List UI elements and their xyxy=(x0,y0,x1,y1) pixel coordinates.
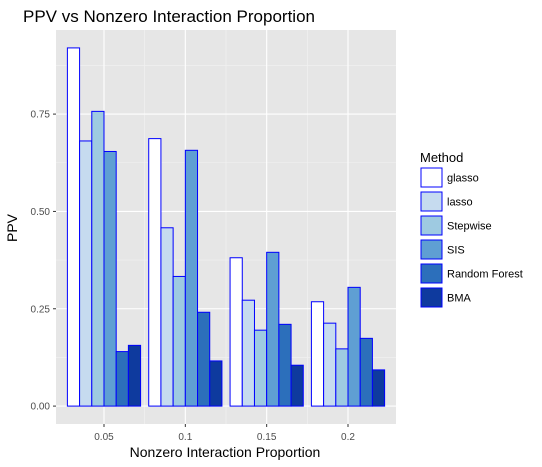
bar-random-forest-0.15 xyxy=(278,323,292,407)
bar-bma-0.1 xyxy=(209,360,223,407)
legend-label-glasso: glasso xyxy=(447,173,479,185)
legend-swatch-lasso xyxy=(420,191,443,212)
x-axis: 0.05 0.1 0.15 0.2 xyxy=(94,424,355,443)
x-tick-label: 0.05 xyxy=(94,432,114,443)
x-tick-label: 0.2 xyxy=(341,432,355,443)
bar-sis-0.15 xyxy=(266,251,280,407)
legend: Method glasso lasso Stepwise SIS Random Fore… xyxy=(420,150,523,308)
x-tick-label: 0.15 xyxy=(257,432,277,443)
legend-swatch-stepwise xyxy=(420,215,443,236)
bar-lasso-0.2 xyxy=(323,322,337,407)
chart-title: PPV vs Nonzero Interaction Proportion xyxy=(23,7,315,26)
bar-random-forest-0.2 xyxy=(359,337,373,407)
bar-glasso-0.15 xyxy=(229,257,243,407)
bar-bma-0.15 xyxy=(290,364,304,407)
y-tick-label: 0.25 xyxy=(31,304,51,315)
legend-swatch-bma xyxy=(420,287,443,308)
legend-label-random-forest: Random Forest xyxy=(447,269,523,281)
y-tick-label: 0.75 xyxy=(31,110,51,121)
bar-bma-0.05 xyxy=(127,344,142,407)
bar-stepwise-0.1 xyxy=(172,275,186,407)
bars xyxy=(66,47,386,407)
y-axis-title: PPV xyxy=(4,213,20,242)
bar-sis-0.2 xyxy=(347,286,361,407)
legend-label-lasso: lasso xyxy=(447,197,473,209)
bar-stepwise-0.2 xyxy=(335,348,349,407)
legend-title: Method xyxy=(420,150,463,165)
bar-sis-0.05 xyxy=(103,150,117,407)
bar-lasso-0.15 xyxy=(241,299,255,407)
legend-swatch-glasso xyxy=(420,167,443,188)
x-tick-label: 0.1 xyxy=(178,432,192,443)
bar-bma-0.2 xyxy=(371,369,386,407)
x-axis-title: Nonzero Interaction Proportion xyxy=(130,444,321,460)
y-tick-label: 0.50 xyxy=(31,207,51,218)
bar-lasso-0.05 xyxy=(79,140,93,407)
legend-label-sis: SIS xyxy=(447,245,465,257)
bar-glasso-0.1 xyxy=(148,138,162,407)
bar-lasso-0.1 xyxy=(160,227,174,407)
y-tick-label: 0.00 xyxy=(31,402,51,413)
y-axis: 0.00 0.25 0.50 0.75 xyxy=(31,110,56,413)
bar-glasso-0.05 xyxy=(66,47,81,407)
legend-label-stepwise: Stepwise xyxy=(447,221,492,233)
legend-swatch-sis xyxy=(420,239,443,260)
legend-swatch-random-forest xyxy=(420,263,443,284)
legend-label-bma: BMA xyxy=(447,293,472,305)
bar-stepwise-0.15 xyxy=(253,329,268,407)
bar-glasso-0.2 xyxy=(310,301,325,407)
bar-random-forest-0.1 xyxy=(197,311,211,407)
bar-stepwise-0.05 xyxy=(91,110,105,407)
bar-sis-0.1 xyxy=(184,149,199,407)
bar-random-forest-0.05 xyxy=(115,351,129,407)
